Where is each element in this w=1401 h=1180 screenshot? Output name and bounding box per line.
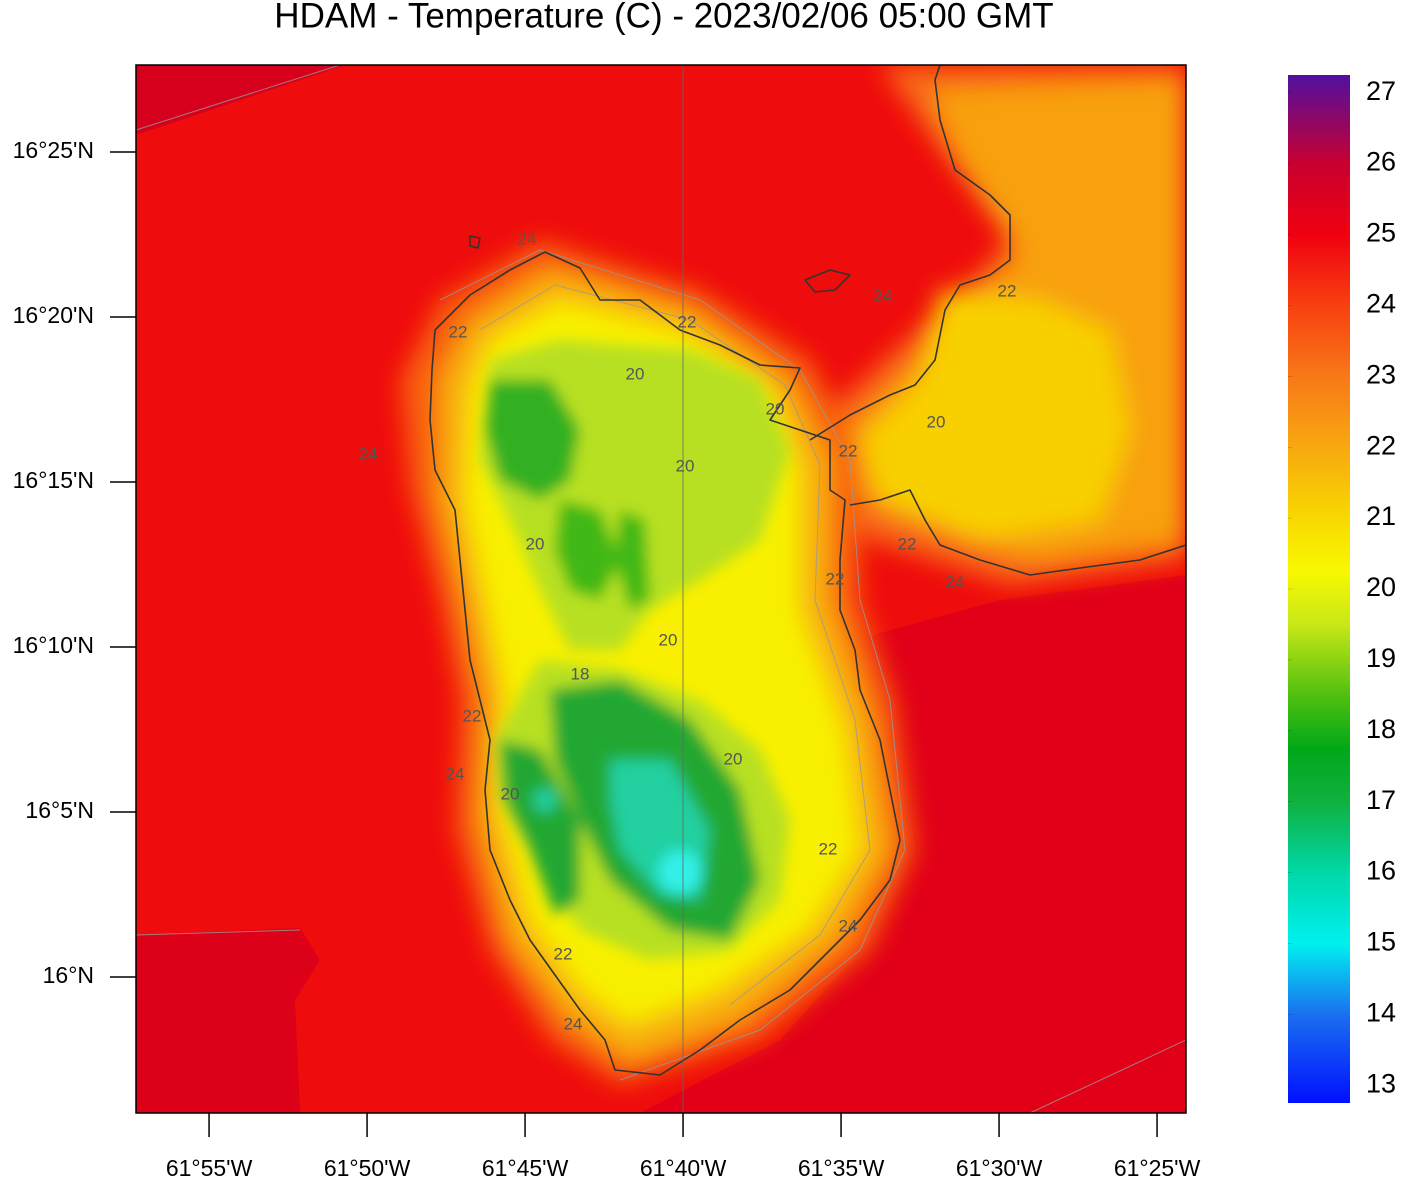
colorbar-label: 23: [1366, 359, 1396, 389]
contour-label: 22: [839, 441, 858, 460]
contour-label: 24: [874, 286, 893, 305]
colorbar-label: 24: [1366, 289, 1396, 319]
colorbar-label: 18: [1366, 714, 1396, 744]
x-tick-label: 61°50'W: [324, 1155, 411, 1180]
x-tick-label: 61°55'W: [166, 1155, 253, 1180]
warm-zone: [136, 928, 320, 1113]
contour-label: 22: [449, 322, 468, 341]
contour-label: 22: [826, 569, 845, 588]
y-tick-label: 16°N: [43, 962, 94, 988]
contour-label: 22: [998, 281, 1017, 300]
colorbar-label: 21: [1366, 501, 1396, 531]
contour-label: 22: [678, 312, 697, 331]
contour-label: 20: [724, 749, 743, 768]
colorbar-label: 25: [1366, 218, 1396, 248]
contour-label: 18: [571, 664, 590, 683]
contour-label: 24: [359, 444, 378, 463]
contour-label: 24: [518, 229, 537, 248]
y-tick-label: 16°25'N: [13, 137, 94, 163]
x-tick-label: 61°45'W: [482, 1155, 569, 1180]
warm-zone: [136, 65, 345, 135]
contour-label: 24: [564, 1014, 583, 1033]
contour-label: 22: [898, 534, 917, 553]
y-tick-label: 16°15'N: [13, 467, 94, 493]
contour-label: 22: [554, 944, 573, 963]
contour-label: 20: [501, 784, 520, 803]
contour-label: 22: [819, 839, 838, 858]
colorbar-label: 13: [1366, 1068, 1396, 1098]
contour-label: 22: [463, 706, 482, 725]
contour-label: 20: [626, 364, 645, 383]
map-frame: [135, 64, 1187, 1114]
x-tick-label: 61°35'W: [798, 1155, 885, 1180]
contour-label: 20: [927, 412, 946, 431]
colorbar-label: 27: [1366, 76, 1396, 106]
colorbar-label: 20: [1366, 572, 1396, 602]
colorbar-label: 26: [1366, 147, 1396, 177]
contour-label: 24: [839, 916, 858, 935]
colorbar-label: 16: [1366, 856, 1396, 886]
y-tick-label: 16°5'N: [25, 797, 94, 823]
contour-label: 20: [659, 630, 678, 649]
y-tick-label: 16°10'N: [13, 632, 94, 658]
map-title: HDAM - Temperature (C) - 2023/02/06 05:0…: [274, 0, 1053, 35]
contour-label: 24: [946, 572, 965, 591]
colorbar-label: 19: [1366, 643, 1396, 673]
contour-label: 20: [526, 534, 545, 553]
x-tick-label: 61°25'W: [1114, 1155, 1201, 1180]
colorbar: [1288, 75, 1350, 1103]
contour-label: 20: [676, 456, 695, 475]
temperature-field: [136, 65, 1186, 1113]
colorbar-label: 14: [1366, 998, 1396, 1028]
contour-label: 24: [446, 764, 465, 783]
colorbar-label: 15: [1366, 927, 1396, 957]
contour-label: 20: [766, 399, 785, 418]
colorbar-label: 17: [1366, 785, 1396, 815]
x-tick-label: 61°30'W: [956, 1155, 1043, 1180]
y-tick-label: 16°20'N: [13, 302, 94, 328]
colorbar-label: 22: [1366, 430, 1396, 460]
x-tick-label: 61°40'W: [640, 1155, 727, 1180]
